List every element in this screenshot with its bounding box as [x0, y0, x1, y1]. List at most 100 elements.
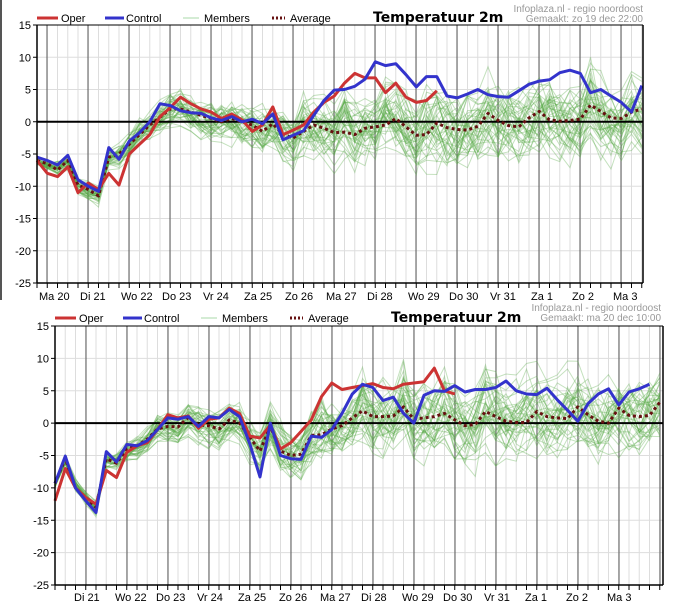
plot-area-2: 15 10 5 0 -5 -10 -15 -20 -25 Di 21 Wo 22 Do 23 Vr 24… — [33, 321, 664, 604]
x-tick-label: Di 21 — [80, 291, 106, 303]
x-tick-label: Ma 27 — [320, 592, 351, 604]
member-line — [36, 89, 643, 187]
y-tick-label: -25 — [15, 278, 31, 290]
legend-1: Oper Control Members Average — [37, 13, 331, 25]
member-line — [54, 377, 661, 509]
chart-1: Oper Control Members Average Temperatuur… — [15, 4, 644, 303]
legend-control-label: Control — [126, 13, 161, 25]
y-tick-label: -15 — [15, 214, 31, 226]
y-tick-label: -20 — [33, 548, 49, 560]
member-line — [54, 376, 661, 511]
x-tick-label: Do 23 — [156, 592, 185, 604]
member-line — [36, 68, 642, 197]
legend-control-label: Control — [144, 313, 179, 325]
member-line — [54, 377, 661, 508]
x-tick-label: Wo 29 — [408, 291, 440, 303]
y-tick-label: 5 — [25, 85, 31, 97]
legend-oper-label: Oper — [61, 13, 86, 25]
x-tick-label: Vr 31 — [484, 592, 510, 604]
chart-title-1: Temperatuur 2m — [373, 10, 503, 26]
legend-oper-label: Oper — [79, 313, 104, 325]
member-line — [36, 86, 643, 200]
y-tick-label: -5 — [21, 149, 31, 161]
x-tick-label: Ma 20 — [39, 291, 70, 303]
created-label-2: Gemaakt: ma 20 dec 10:00 — [540, 313, 661, 324]
legend-average-label: Average — [290, 13, 331, 25]
source-label-1: Infoplaza.nl - regio noordoost — [513, 4, 643, 15]
x-tick-label: Ma 27 — [326, 291, 357, 303]
x-tick-label: Vr 24 — [203, 291, 229, 303]
legend-2: Oper Control Members Average — [55, 313, 349, 325]
member-line — [54, 365, 661, 511]
y-tick-label: 15 — [19, 20, 31, 32]
x-tick-label: Ma 3 — [607, 592, 631, 604]
y-tick-label: -10 — [15, 181, 31, 193]
member-line — [54, 369, 661, 514]
member-line — [54, 385, 661, 515]
member-line — [36, 81, 643, 198]
member-line — [54, 380, 661, 516]
x-tick-label: Do 30 — [443, 592, 472, 604]
x-tick-label: Di 28 — [361, 592, 387, 604]
member-line — [36, 94, 643, 196]
x-tick-label: Zo 26 — [285, 291, 313, 303]
member-line — [36, 82, 643, 196]
y-tick-label: -15 — [33, 515, 49, 527]
member-line — [36, 81, 643, 190]
series-line-control — [53, 379, 651, 514]
x-tick-label: Zo 2 — [572, 291, 594, 303]
member-line — [54, 359, 660, 517]
member-line — [36, 68, 643, 209]
member-line — [54, 387, 661, 508]
x-tick-label: Zo 26 — [279, 592, 307, 604]
series-line-oper — [35, 71, 438, 195]
x-tick-label: Ma 3 — [613, 291, 637, 303]
y-tick-label: 10 — [19, 52, 31, 64]
member-line — [54, 368, 661, 515]
member-line — [54, 381, 661, 513]
x-tick-label: Wo 29 — [402, 592, 434, 604]
y-tick-label: -25 — [33, 580, 49, 592]
series-line-control — [36, 60, 644, 193]
x-tick-label: Di 28 — [367, 291, 393, 303]
series-line-average — [36, 103, 643, 198]
member-line — [54, 375, 661, 513]
legend-members-label: Members — [204, 13, 250, 25]
member-line — [54, 374, 660, 505]
y-tick-label: 0 — [25, 117, 31, 129]
series-line-oper — [53, 366, 456, 506]
member-line — [54, 379, 661, 514]
x-tick-label: Za 25 — [244, 291, 272, 303]
member-line — [54, 381, 661, 510]
member-line — [36, 89, 643, 195]
y-tick-label: 5 — [43, 386, 49, 398]
member-line — [36, 79, 643, 189]
chart-2: Oper Control Members Average Temperatuur… — [33, 303, 664, 604]
x-tick-label: Do 30 — [449, 291, 478, 303]
legend-members-label: Members — [222, 313, 268, 325]
member-line — [36, 96, 643, 192]
legend-average-label: Average — [308, 313, 349, 325]
x-tick-label: Wo 22 — [121, 291, 153, 303]
x-tick-label: Za 1 — [525, 592, 547, 604]
created-label-1: Gemaakt: zo 19 dec 22:00 — [526, 14, 644, 25]
y-tick-label: -20 — [15, 246, 31, 258]
plot-area-1: 15 10 5 0 -5 -10 -15 -20 -25 Ma 20 Di 21 Wo 22 Do 23… — [15, 20, 644, 303]
member-line — [54, 361, 661, 507]
member-line — [36, 101, 643, 191]
x-tick-label: Za 1 — [531, 291, 553, 303]
member-line — [54, 363, 661, 516]
member-line — [54, 367, 660, 512]
x-tick-label: Vr 24 — [197, 592, 223, 604]
member-line — [54, 366, 661, 502]
member-line — [36, 85, 643, 197]
member-line — [36, 73, 643, 200]
y-tick-label: -10 — [33, 483, 49, 495]
member-line — [36, 85, 643, 198]
source-label-2: Infoplaza.nl - regio noordoost — [531, 303, 661, 314]
member-line — [36, 93, 643, 202]
member-line — [36, 56, 642, 201]
y-tick-label: 10 — [37, 353, 49, 365]
window-left-border — [0, 0, 2, 300]
